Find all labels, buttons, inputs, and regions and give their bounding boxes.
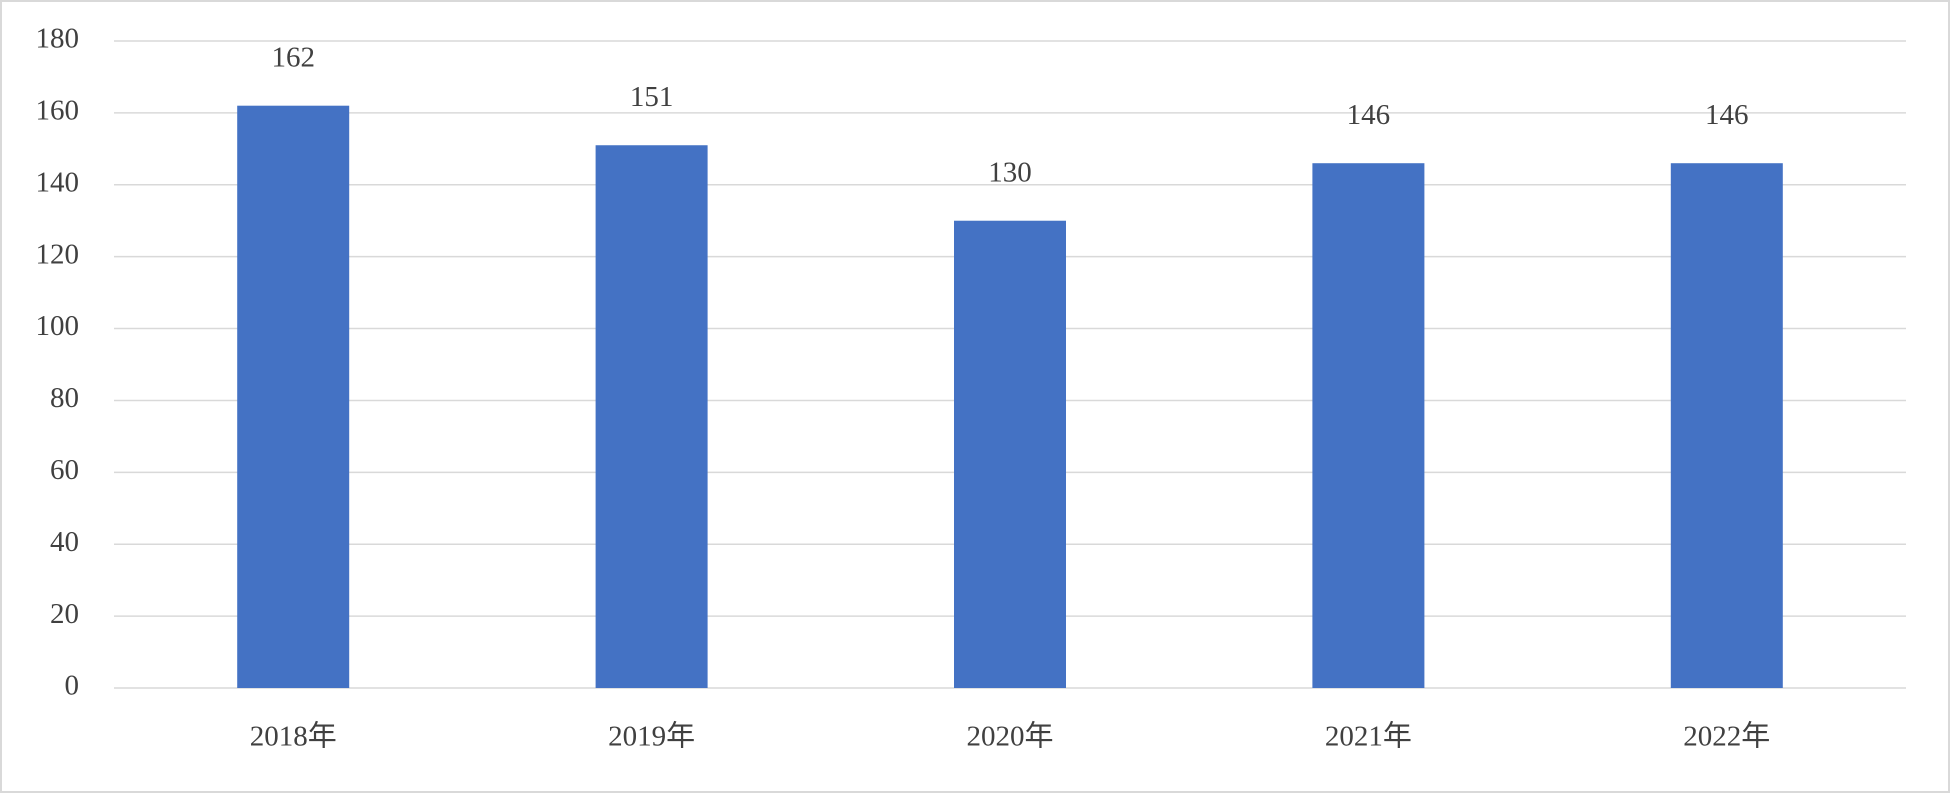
y-tick-label: 40 — [50, 526, 79, 558]
y-tick-label: 140 — [36, 166, 80, 198]
x-tick-label: 2022年 — [1683, 720, 1770, 753]
data-label: 130 — [988, 156, 1032, 188]
x-tick-label: 2018年 — [250, 720, 337, 753]
data-label: 146 — [1705, 99, 1749, 131]
x-tick-label: 2021年 — [1325, 720, 1412, 753]
bar — [1670, 163, 1783, 688]
y-tick-label: 20 — [50, 598, 79, 630]
data-label: 146 — [1347, 99, 1391, 131]
y-tick-label: 80 — [50, 382, 79, 414]
y-tick-label: 100 — [36, 310, 80, 342]
x-tick-label: 2019年 — [608, 720, 695, 753]
y-tick-label: 160 — [36, 95, 80, 127]
data-label: 151 — [630, 81, 674, 113]
data-label: 162 — [271, 41, 315, 73]
y-tick-label: 60 — [50, 454, 79, 486]
bar — [237, 105, 350, 688]
y-tick-label: 180 — [36, 23, 80, 55]
x-tick-label: 2020年 — [966, 720, 1053, 753]
bar — [1312, 163, 1425, 688]
y-tick-label: 0 — [65, 670, 80, 702]
bar — [954, 220, 1066, 688]
y-tick-label: 120 — [36, 238, 80, 270]
bar — [595, 145, 708, 688]
